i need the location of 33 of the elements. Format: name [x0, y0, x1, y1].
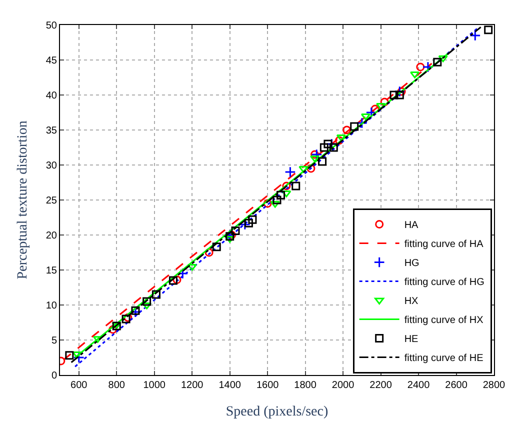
- y-tick-label: 35: [46, 126, 58, 136]
- y-tick-label: 30: [46, 160, 58, 172]
- legend-label: HX: [404, 296, 419, 308]
- y-axis-title: Perceptual texture distortion: [15, 120, 30, 280]
- legend-label: HG: [404, 258, 420, 270]
- y-tick-label: 50: [46, 20, 58, 32]
- y-tick-label: 45: [46, 56, 58, 66]
- legend-label: HE: [404, 334, 419, 346]
- x-tick-label: 1800: [294, 380, 317, 391]
- x-tick-label: 2400: [407, 380, 430, 391]
- x-tick-label: 1000: [143, 380, 166, 391]
- y-tick-label: 15: [46, 266, 58, 276]
- legend-label: fitting curve of HX: [404, 315, 484, 326]
- x-tick-label: 1600: [256, 380, 280, 391]
- legend-label: fitting curve of HA: [404, 239, 484, 250]
- y-tick-label: 0: [51, 370, 58, 382]
- x-axis-title: Speed (pixels/sec): [226, 404, 328, 420]
- y-tick-label: 5: [51, 336, 58, 346]
- x-tick-label: 2000: [332, 380, 355, 391]
- x-tick-label: 2600: [445, 380, 468, 391]
- legend-label: fitting curve of HE: [404, 353, 484, 364]
- x-tick-label: 2200: [370, 380, 392, 391]
- x-tick-label: 600: [70, 380, 88, 391]
- x-tick-label: 2800: [482, 380, 506, 391]
- y-tick-label: 10: [46, 300, 58, 312]
- x-tick-label: 1200: [180, 380, 204, 391]
- y-tick-label: 40: [46, 90, 58, 102]
- x-tick-label: 1400: [218, 380, 242, 391]
- legend-label: HA: [404, 220, 419, 232]
- legend-label: fitting curve of HG: [404, 277, 485, 288]
- y-tick-label: 20: [46, 230, 58, 242]
- y-tick-label: 25: [46, 196, 58, 206]
- x-tick-label: 800: [108, 380, 126, 391]
